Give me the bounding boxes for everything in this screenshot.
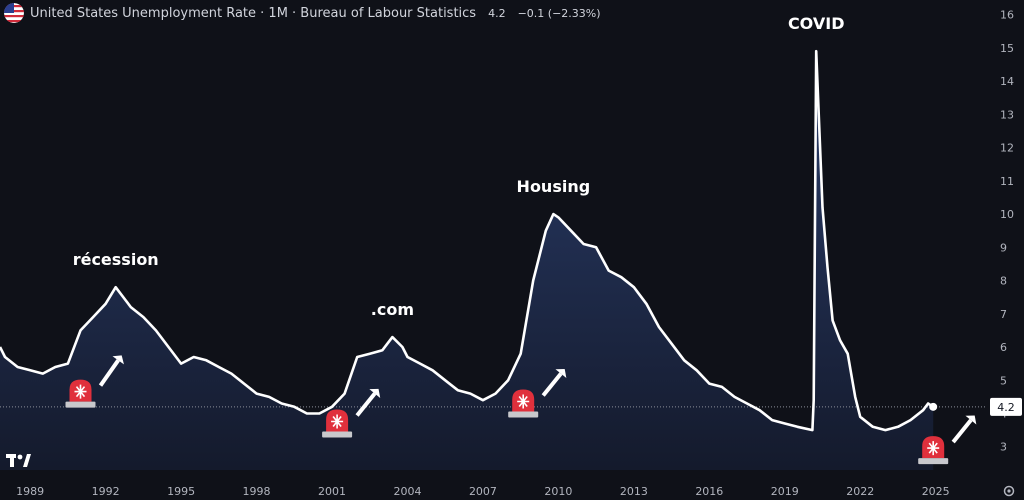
arrow-head <box>965 415 977 425</box>
siren-base <box>918 458 949 465</box>
x-tick-label: 1989 <box>16 485 44 498</box>
price-tag-label: 4.2 <box>997 401 1015 414</box>
x-tick-label: 1992 <box>92 485 120 498</box>
up-arrow-icon <box>98 355 124 387</box>
y-tick-label: 15 <box>1000 42 1014 55</box>
chart-header: United States Unemployment Rate · 1M · B… <box>0 0 601 26</box>
arrow-shaft <box>355 392 377 417</box>
x-tick-label: 2019 <box>771 485 799 498</box>
up-arrow-icon <box>541 368 567 397</box>
series-line <box>0 49 934 432</box>
y-tick-label: 14 <box>1000 75 1014 88</box>
annotation-label: COVID <box>788 14 845 33</box>
chart-title: United States Unemployment Rate · 1M · B… <box>30 5 477 21</box>
siren-icon <box>322 409 353 438</box>
siren-icon <box>508 389 539 418</box>
gear-icon[interactable] <box>1002 484 1016 498</box>
siren-base <box>322 431 353 438</box>
y-tick-label: 13 <box>1000 108 1014 121</box>
arrow-shaft <box>541 372 563 397</box>
series-area <box>0 51 934 470</box>
x-tick-label: 1995 <box>167 485 195 498</box>
siren-flash <box>517 394 530 409</box>
x-tick-label: 1998 <box>243 485 271 498</box>
x-tick-label: 2007 <box>469 485 497 498</box>
annotation-label: .com <box>371 300 414 319</box>
tradingview-logo-icon[interactable] <box>6 452 36 470</box>
x-tick-label: 2013 <box>620 485 648 498</box>
x-tick-label: 2001 <box>318 485 346 498</box>
arrow-shaft <box>951 418 973 444</box>
y-tick-label: 3 <box>1000 441 1007 454</box>
y-tick-label: 12 <box>1000 142 1014 155</box>
x-tick-label: 2016 <box>695 485 723 498</box>
arrow-shaft <box>98 359 120 387</box>
y-tick-label: 10 <box>1000 208 1014 221</box>
x-tick-label: 2025 <box>922 485 950 498</box>
arrow-head <box>555 368 567 379</box>
last-value: 4.2 <box>488 6 506 20</box>
siren-flash <box>331 414 344 429</box>
price-tag <box>990 397 1022 416</box>
y-tick-label: 9 <box>1000 241 1007 254</box>
y-tick-label: 5 <box>1000 374 1007 387</box>
siren-flash <box>927 441 940 456</box>
change-value: −0.1 (−2.33%) <box>517 6 601 20</box>
y-tick-label: 11 <box>1000 175 1014 188</box>
siren-icon <box>918 436 949 465</box>
y-tick-label: 16 <box>1000 9 1014 22</box>
us-flag-icon <box>4 3 24 23</box>
y-tick-label: 7 <box>1000 308 1007 321</box>
siren-icon <box>65 379 96 408</box>
last-value-dot <box>929 402 938 411</box>
x-tick-label: 2022 <box>846 485 874 498</box>
annotation-label: récession <box>73 250 159 269</box>
siren-base <box>508 411 539 418</box>
x-tick-label: 2004 <box>393 485 421 498</box>
annotation-label: Housing <box>517 177 591 196</box>
siren-base <box>65 401 96 408</box>
up-arrow-icon <box>355 388 381 417</box>
up-arrow-icon <box>951 415 977 444</box>
arrow-head <box>369 388 381 398</box>
y-tick-label: 8 <box>1000 275 1007 288</box>
siren-flash <box>74 384 87 399</box>
y-tick-label: 6 <box>1000 341 1007 354</box>
x-tick-label: 2010 <box>544 485 572 498</box>
arrow-head <box>112 355 124 365</box>
